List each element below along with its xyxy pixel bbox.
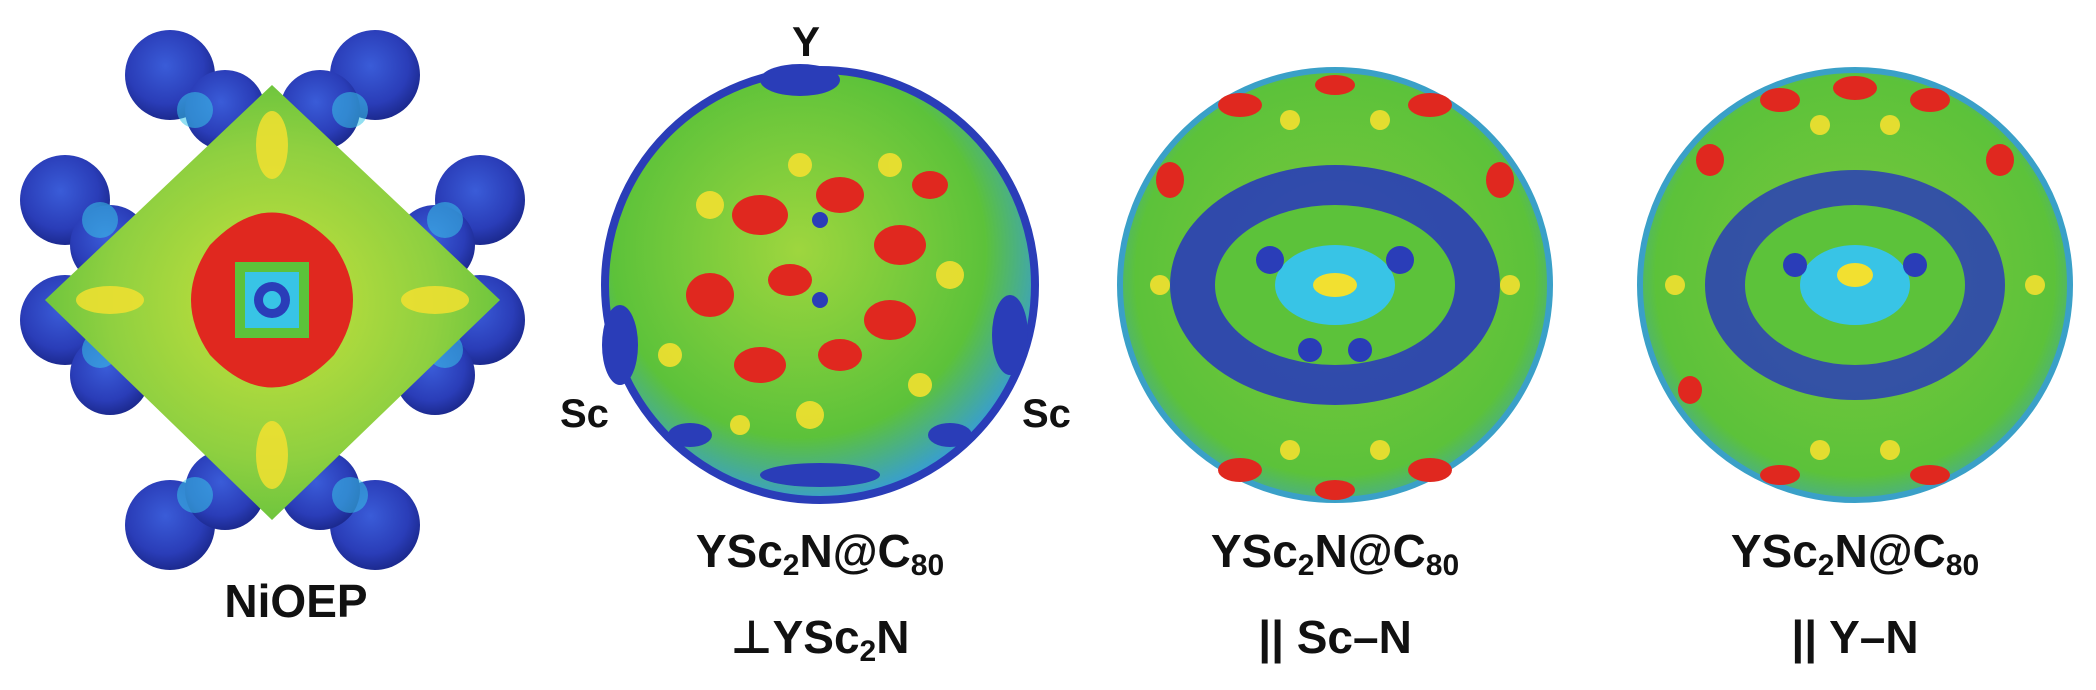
atom-label-Sc-left: Sc [560, 392, 609, 436]
caption-niOEP: NiOEP [224, 575, 368, 627]
caption-perp: YSc2N@C80 [695, 525, 945, 582]
caption-scn: YSc2N@C80 [1210, 525, 1460, 582]
atom-label-Y: Y [792, 18, 821, 65]
subcaption-scn: || Sc–N [1258, 611, 1412, 663]
niOEP-potential-map [20, 30, 525, 570]
subcaption-perp: ⊥YSc2N [730, 611, 910, 668]
subcaption-yn: || Y–N [1791, 611, 1919, 663]
atom-label-Sc-right: Sc [1022, 392, 1071, 436]
caption-yn: YSc2N@C80 [1730, 525, 1980, 582]
fullerene-scn-potential-map [1117, 67, 1553, 503]
fullerene-yn-potential-map [1637, 67, 2073, 503]
fullerene-perp-potential-map [601, 64, 1039, 504]
